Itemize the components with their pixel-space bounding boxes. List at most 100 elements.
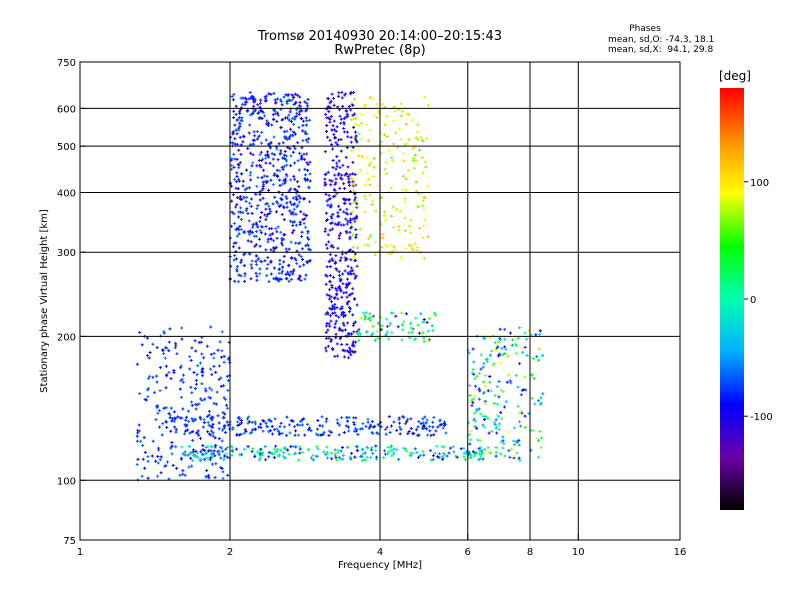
data-point (222, 457, 226, 461)
data-point (510, 343, 514, 347)
data-point (189, 451, 193, 455)
data-point (410, 244, 414, 248)
data-point (349, 108, 353, 112)
data-point (241, 140, 245, 144)
data-point (494, 454, 498, 458)
data-point (175, 352, 179, 356)
data-point (400, 311, 404, 315)
data-point (363, 317, 367, 321)
data-point (256, 176, 260, 180)
data-point (324, 331, 328, 335)
data-point (399, 256, 403, 260)
data-point (404, 422, 408, 426)
data-point (275, 236, 279, 240)
data-point (422, 320, 426, 324)
data-point (293, 147, 297, 151)
data-point (462, 446, 466, 450)
data-point (308, 160, 312, 164)
data-point (305, 178, 309, 182)
data-point (339, 278, 343, 282)
data-point (230, 453, 234, 457)
data-point (219, 355, 223, 359)
data-point (301, 129, 305, 133)
y-tick-label: 75 (63, 536, 76, 547)
data-point (281, 265, 285, 269)
data-point (241, 211, 245, 215)
data-point (243, 96, 247, 100)
data-point (271, 118, 275, 122)
data-point (199, 340, 203, 344)
stats-line-x: mean, sd,X: 94.1, 29.8 (608, 45, 714, 55)
data-point (250, 450, 254, 454)
data-point (488, 336, 492, 340)
data-point (236, 187, 240, 191)
data-point (426, 103, 430, 107)
data-point (216, 414, 220, 418)
data-point (297, 433, 301, 437)
data-point (358, 227, 362, 231)
data-point (479, 452, 483, 456)
data-point (478, 389, 482, 393)
data-point (473, 451, 477, 455)
data-point (353, 172, 357, 176)
data-point (142, 436, 146, 440)
data-point (493, 341, 497, 345)
data-point (274, 444, 278, 448)
data-point (354, 426, 358, 430)
data-point (541, 392, 545, 396)
data-point (280, 431, 284, 435)
data-point (297, 185, 301, 189)
data-point (398, 421, 402, 425)
data-point (330, 216, 334, 220)
data-point (308, 172, 312, 176)
data-point (303, 217, 307, 221)
data-point (342, 121, 346, 125)
data-point (165, 346, 169, 350)
data-point (497, 340, 501, 344)
data-point (306, 104, 310, 108)
data-point (340, 305, 344, 309)
data-point (463, 458, 467, 462)
data-point (185, 423, 189, 427)
data-point (167, 349, 171, 353)
data-point (226, 378, 230, 382)
data-point (237, 232, 241, 236)
data-point (212, 401, 216, 405)
data-point (179, 456, 183, 460)
data-point (159, 471, 163, 475)
data-point (249, 96, 253, 100)
data-point (252, 104, 256, 108)
data-point (258, 153, 262, 157)
data-point (207, 395, 211, 399)
data-point (316, 419, 320, 423)
data-point (230, 445, 234, 449)
data-point (287, 279, 291, 283)
data-point (217, 427, 221, 431)
data-point (235, 157, 239, 161)
data-point (383, 167, 387, 171)
chart-subtitle: RwPretec (8p) (334, 43, 425, 58)
data-point (348, 180, 352, 184)
data-point (147, 356, 151, 360)
data-point (328, 205, 332, 209)
data-point (426, 235, 430, 239)
data-point (255, 164, 259, 168)
data-point (436, 425, 440, 429)
data-point (256, 204, 260, 208)
data-point (273, 98, 277, 102)
data-point (523, 345, 527, 349)
data-point (347, 105, 351, 109)
data-point (261, 157, 265, 161)
data-point (400, 109, 404, 113)
data-point (351, 172, 355, 176)
data-point (285, 163, 289, 167)
data-point (494, 450, 498, 454)
data-point (360, 112, 364, 116)
data-point (516, 404, 520, 408)
data-point (204, 389, 208, 393)
data-point (352, 200, 356, 204)
data-point (265, 267, 269, 271)
data-point (353, 252, 357, 256)
data-point (413, 447, 417, 451)
data-point (411, 159, 415, 163)
